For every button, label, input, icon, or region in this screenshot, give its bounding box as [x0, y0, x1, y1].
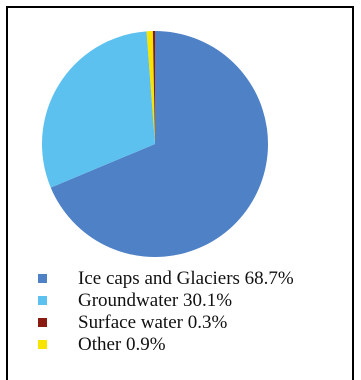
legend-swatch-surface-water — [38, 318, 47, 327]
legend-label-surface-water: Surface water 0.3% — [78, 312, 228, 333]
legend-label-ice-caps: Ice caps and Glaciers 68.7% — [78, 268, 294, 289]
legend-swatch-groundwater — [38, 296, 47, 305]
legend-label-other: Other 0.9% — [78, 334, 166, 355]
legend-swatch-other — [38, 340, 47, 349]
legend-label-groundwater: Groundwater 30.1% — [78, 290, 233, 311]
pie-slice-other — [146, 31, 155, 144]
pie-slice-ice-caps-and-glaciers — [50, 31, 269, 257]
pie-slice-surface-water — [152, 31, 155, 144]
legend-swatch-ice-caps — [38, 274, 47, 283]
pie-slice-groundwater — [42, 31, 155, 188]
